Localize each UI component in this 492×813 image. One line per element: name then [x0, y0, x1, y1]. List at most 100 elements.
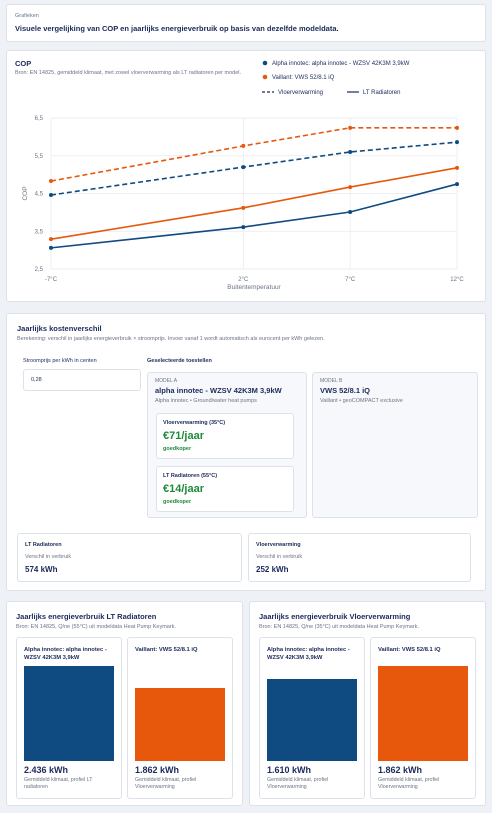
series-line: [50, 183, 458, 249]
y-axis-label: COP: [22, 186, 29, 200]
chart-title: COP: [15, 59, 32, 68]
chart-subtitle: Bron: EN 14825, gemiddeld klimaat, met z…: [15, 70, 242, 76]
panel-title: Jaarlijks energieverbruik LT Radiatoren: [16, 612, 157, 621]
data-point: [241, 165, 246, 170]
saving-label: Vloerverwarming (35°C): [163, 420, 226, 426]
data-point: [455, 165, 459, 170]
costs-description: Berekening: verschil in jaarlijks energi…: [17, 336, 325, 342]
data-point: [348, 185, 353, 190]
y-tick-label: 6,5: [35, 116, 44, 122]
data-point: [241, 225, 246, 230]
energy-panel: Jaarlijks energieverbruik Vloerverwarmin…: [249, 601, 486, 806]
legend-marker: [262, 60, 268, 66]
difference-value: 574 kWh: [25, 565, 58, 574]
saving-note: goedkoper: [163, 499, 192, 505]
data-point: [348, 209, 353, 214]
card-name: Alpha innotec: alpha innotec - WZSV 42K3…: [24, 647, 107, 662]
price-label: Stroomprijs per kWh in centen: [23, 358, 97, 364]
data-point: [49, 179, 53, 184]
panel-source: Bron: EN 14825, Q/ne (35°C) uit modeldat…: [259, 624, 419, 630]
legend-label: Alpha innotec: alpha innotec - WZSV 42K3…: [272, 61, 410, 67]
model-tag: MODEL B: [320, 378, 343, 384]
bar: [24, 666, 114, 761]
y-tick-label: 4,5: [35, 192, 44, 198]
data-point: [348, 149, 353, 154]
legend-label: Vloerverwarming: [278, 90, 323, 96]
cop-card: COP Bron: EN 14825, gemiddeld klimaat, m…: [6, 50, 486, 302]
bar: [378, 666, 468, 761]
card-note: Gemiddeld klimaat, profiel LT radiatoren: [24, 777, 93, 791]
saving-amount: €71/jaar: [163, 430, 204, 442]
x-tick-label: 12°C: [450, 277, 464, 283]
x-tick-label: -7°C: [45, 277, 58, 283]
card-note: Gemiddeld klimaat, profiel Vloerverwarmi…: [267, 777, 329, 791]
energy-card: Vaillant: VWS 52/8.1 iQ 1.862 kWh Gemiddel…: [127, 637, 233, 799]
saving-card: Vloerverwarming (35°C) €71/jaar goedkope…: [156, 413, 294, 459]
data-point: [49, 193, 53, 198]
card-value: 1.862 kWh: [378, 765, 423, 775]
costs-card: Jaarlijks kostenverschil Berekening: ver…: [6, 313, 486, 591]
model-name: alpha innotec - WZSV 42K3M 3,9kW: [155, 386, 282, 395]
energy-card: Alpha innotec: alpha innotec - WZSV 42K3…: [259, 637, 365, 799]
saving-label: LT Radiatoren (55°C): [163, 473, 218, 479]
data-point: [348, 125, 353, 130]
difference-card: Vloerverwarming Verschil in verbruik 252…: [248, 533, 471, 582]
model-name: VWS 52/8.1 iQ: [320, 386, 371, 395]
data-point: [49, 245, 53, 250]
price-input[interactable]: 0,28: [23, 369, 141, 391]
card-value: 2.436 kWh: [24, 765, 69, 775]
series-line: [50, 127, 457, 182]
bar: [267, 678, 357, 761]
energy-card: Alpha innotec: alpha innotec - WZSV 42K3…: [16, 637, 122, 799]
difference-label: Verschil in verbruik: [256, 554, 303, 560]
x-tick-label: 2°C: [238, 277, 249, 283]
header-label: Grafieken: [15, 13, 39, 19]
data-point: [455, 140, 459, 145]
model-sub: Alpha innotec • Ground/water heat pumps: [155, 398, 257, 404]
difference-title: Vloerverwarming: [256, 542, 301, 548]
model-a: MODEL A alpha innotec - WZSV 42K3M 3,9kW…: [147, 372, 307, 518]
data-point: [49, 237, 53, 242]
x-axis-label: Buitentemperatuur: [227, 284, 281, 291]
card-note: Gemiddeld klimaat, profiel Vloerverwarmi…: [135, 777, 197, 791]
saving-amount: €14/jaar: [163, 483, 204, 495]
header-card: Grafieken Visuele vergelijking van COP e…: [6, 4, 486, 42]
difference-value: 252 kWh: [256, 565, 289, 574]
legend-marker: [262, 74, 268, 80]
card-value: 1.862 kWh: [135, 765, 180, 775]
y-tick-label: 3,5: [35, 229, 44, 235]
cop-chart: 2,5 3,5 4,5 5,5 6,5 -7°C 2°C 7°C 12°C Buitentempe…: [22, 60, 464, 291]
series-line: [50, 141, 458, 196]
saving-card: LT Radiatoren (55°C) €14/jaar goedkoper: [156, 466, 294, 512]
costs-title: Jaarlijks kostenverschil: [17, 324, 102, 333]
x-tick-label: 7°C: [345, 277, 356, 283]
model-b: MODEL B VWS 52/8.1 iQ Vaillant • geoCOMP…: [312, 372, 478, 518]
card-name: Vaillant: VWS 52/8.1 iQ: [378, 647, 441, 653]
bar: [135, 688, 225, 761]
model-sub: Vaillant • geoCOMPACT exclusive: [320, 398, 403, 404]
data-point: [455, 125, 459, 130]
card-note: Gemiddeld klimaat, profiel Vloerverwarmi…: [378, 777, 440, 791]
header-title: Visuele vergelijking van COP en jaarlijk…: [15, 24, 339, 33]
data-point: [241, 205, 246, 210]
difference-card: LT Radiatoren Verschil in verbruik 574 k…: [17, 533, 242, 582]
legend-label: LT Radiatoren: [363, 90, 400, 96]
energy-panel: Jaarlijks energieverbruik LT Radiatoren B…: [6, 601, 243, 806]
selected-label: Geselecteerde toestellen: [147, 358, 212, 364]
difference-title: LT Radiatoren: [25, 542, 62, 548]
data-point: [455, 182, 459, 187]
difference-label: Verschil in verbruik: [25, 554, 72, 560]
legend-label: Vaillant: VWS 52/8.1 iQ: [272, 75, 335, 81]
y-tick-label: 2,5: [35, 267, 44, 273]
panel-source: Bron: EN 14825, Q/ne (55°C) uit modeldat…: [16, 624, 176, 630]
energy-card: Vaillant: VWS 52/8.1 iQ 1.862 kWh Gemiddel…: [370, 637, 476, 799]
panel-title: Jaarlijks energieverbruik Vloerverwarmin…: [259, 612, 411, 621]
series-line: [50, 167, 458, 240]
data-point: [241, 143, 246, 148]
saving-note: goedkoper: [163, 446, 192, 452]
card-value: 1.610 kWh: [267, 765, 312, 775]
y-tick-label: 5,5: [35, 154, 44, 160]
card-name: Vaillant: VWS 52/8.1 iQ: [135, 647, 198, 653]
model-tag: MODEL A: [155, 378, 178, 384]
